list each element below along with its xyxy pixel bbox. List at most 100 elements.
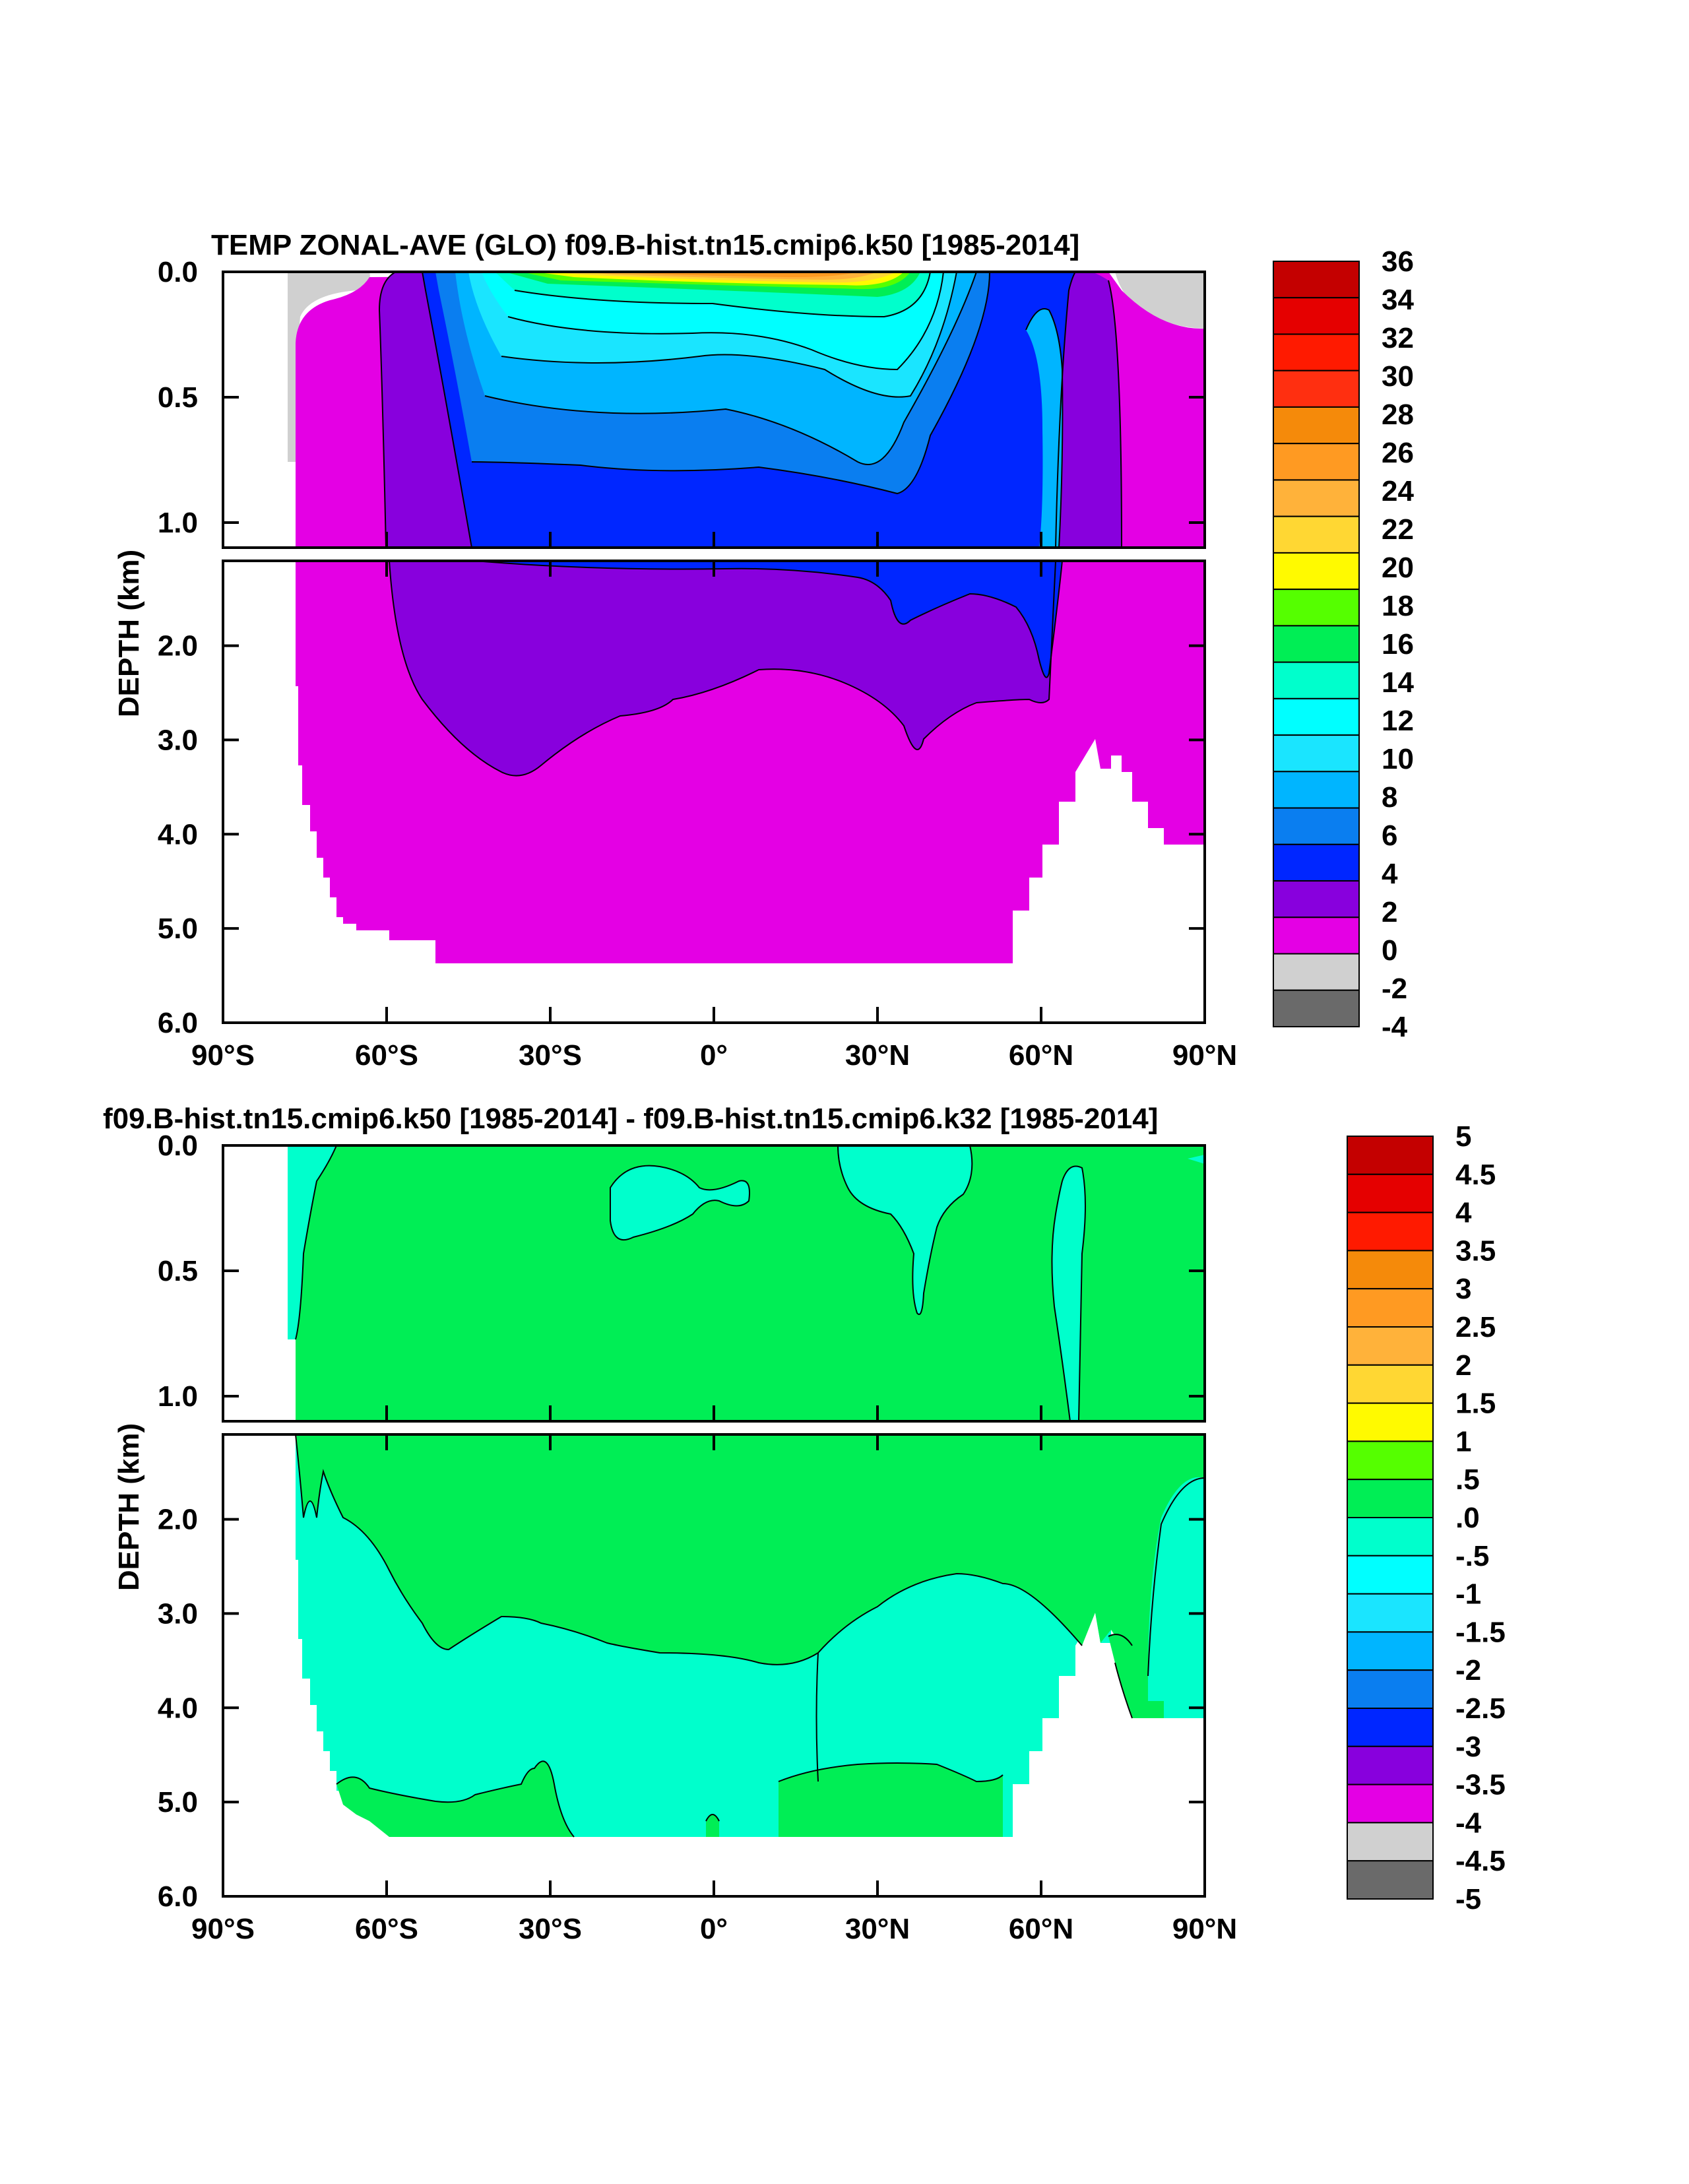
x-tick-label: 90°N <box>1172 1913 1237 1945</box>
colorbar-box <box>1347 1593 1434 1633</box>
colorbar-box <box>1273 989 1360 1028</box>
colorbar-label: -4 <box>1382 1011 1408 1043</box>
colorbar-box <box>1273 443 1360 481</box>
colorbar-label: 5 <box>1455 1120 1471 1153</box>
x-tick-label: 90°S <box>191 1913 255 1945</box>
band-neg0.5-0-edge <box>1188 1155 1205 1164</box>
x-tick-label: 90°N <box>1172 1039 1237 1072</box>
y-tick-label: 0.0 <box>158 1130 198 1162</box>
colorbar-box <box>1347 1517 1434 1557</box>
chart-1-colorbar-boxes <box>1273 261 1360 1028</box>
colorbar-label: 12 <box>1382 705 1414 737</box>
colorbar-label: -1.5 <box>1455 1616 1506 1648</box>
colorbar-box <box>1347 1250 1434 1290</box>
colorbar-box <box>1347 1631 1434 1671</box>
colorbar-label: 32 <box>1382 322 1414 354</box>
colorbar-label: 16 <box>1382 628 1414 660</box>
y-tick-label: 6.0 <box>158 1880 198 1913</box>
chart-1-upper-field <box>223 272 1205 548</box>
ice-region-north <box>1115 272 1205 329</box>
colorbar-label: 28 <box>1382 399 1414 431</box>
colorbar-box <box>1273 953 1360 991</box>
y-tick-label: 2.0 <box>158 630 198 662</box>
colorbar-label: 4 <box>1455 1197 1472 1229</box>
colorbar-box <box>1273 515 1360 554</box>
colorbar-box <box>1347 1669 1434 1709</box>
contour-lines <box>295 1145 1086 1421</box>
colorbar-label: 26 <box>1382 437 1414 469</box>
colorbar-label: 22 <box>1382 513 1414 546</box>
band-4-6 <box>475 561 1062 678</box>
y-tick-label: 6.0 <box>158 1007 198 1039</box>
y-tick-label: 1.0 <box>158 507 198 539</box>
colorbar-label: 4 <box>1382 858 1398 890</box>
band-0-0.5-north-shelf <box>1148 1478 1205 1718</box>
y-tick-label: 0.5 <box>158 381 198 414</box>
chart-2-title: f09.B-hist.tn15.cmip6.k50 [1985-2014] - … <box>103 1103 1158 1135</box>
colorbar-label: .5 <box>1455 1463 1480 1496</box>
x-tick-label: 0° <box>700 1913 728 1945</box>
chart-2-colorbar-labels: 54.543.532.521.51.5.0-.5-1-1.5-2-2.5-3-3… <box>1455 1120 1506 1915</box>
colorbar-box <box>1347 1402 1434 1442</box>
colorbar-label: 3 <box>1455 1273 1471 1305</box>
colorbar-box <box>1347 1173 1434 1213</box>
colorbar-box <box>1347 1136 1434 1175</box>
colorbar-label: 2 <box>1455 1349 1471 1382</box>
colorbar-label: -2.5 <box>1455 1692 1506 1725</box>
chart-2-lower-field <box>223 1434 1205 1896</box>
colorbar-box <box>1347 1822 1434 1862</box>
chart-1-title: TEMP ZONAL-AVE (GLO) f09.B-hist.tn15.cmi… <box>211 229 1079 261</box>
chart-2-ticks: 90°S 60°S 30°S 0° 30°N 60°N 90°N 0.0 0.5 1.0 2.0 3.… <box>158 1130 1237 1945</box>
y-tick-label: 4.0 <box>158 818 198 851</box>
colorbar-box <box>1347 1288 1434 1328</box>
colorbar-box <box>1347 1364 1434 1404</box>
colorbar-label: -5 <box>1455 1883 1481 1915</box>
colorbar-label: 24 <box>1382 475 1414 507</box>
colorbar-label: 10 <box>1382 743 1414 775</box>
colorbar-label: -.5 <box>1455 1540 1489 1572</box>
colorbar-box <box>1347 1440 1434 1481</box>
band-6-8 <box>1026 309 1063 548</box>
y-tick-label: 0.0 <box>158 256 198 288</box>
colorbar-label: 20 <box>1382 552 1414 584</box>
chart-1-ylabel: DEPTH (km) <box>113 550 145 717</box>
colorbar-box <box>1347 1783 1434 1824</box>
colorbar-box <box>1273 807 1360 845</box>
x-tick-label: 90°S <box>191 1039 255 1072</box>
colorbar-box <box>1273 843 1360 882</box>
y-tick-label: 4.0 <box>158 1692 198 1724</box>
x-tick-label: 60°S <box>355 1913 418 1945</box>
y-tick-label: 2.0 <box>158 1504 198 1536</box>
x-tick-label: 30°N <box>845 1039 910 1072</box>
chart-2-colorbar-boxes <box>1347 1136 1434 1900</box>
colorbar-box <box>1347 1211 1434 1252</box>
chart-1-ticks: 90°S 60°S 30°S 0° 30°N 60°N 90°N 0.0 0.5 1.0 2.0 3.… <box>158 256 1237 1072</box>
colorbar-box <box>1273 697 1360 736</box>
colorbar-box <box>1347 1479 1434 1518</box>
colorbar-box <box>1273 406 1360 445</box>
colorbar-label: 6 <box>1382 819 1397 852</box>
colorbar-label: 0 <box>1382 934 1397 967</box>
colorbar-label: 30 <box>1382 360 1414 393</box>
y-tick-label: 3.0 <box>158 1597 198 1630</box>
colorbar-box <box>1273 261 1360 299</box>
band-0-0.5-bottom-2 <box>779 1763 1003 1837</box>
band-0-0.5 <box>288 1145 1205 1421</box>
colorbar-label: 4.5 <box>1455 1159 1496 1191</box>
colorbar-label: -4 <box>1455 1807 1482 1839</box>
y-tick-label: 5.0 <box>158 913 198 945</box>
colorbar-box <box>1273 661 1360 699</box>
colorbar-label: 2 <box>1382 896 1397 928</box>
chart-2-upper-field <box>223 1145 1205 1421</box>
colorbar-box <box>1273 880 1360 918</box>
y-tick-label: 3.0 <box>158 724 198 756</box>
chart-1-lower-field <box>223 561 1205 1023</box>
colorbar-label: 18 <box>1382 590 1414 622</box>
y-tick-label: 1.0 <box>158 1380 198 1413</box>
colorbar-box <box>1273 734 1360 773</box>
x-tick-label: 30°S <box>519 1039 582 1072</box>
colorbar-label: 34 <box>1382 284 1414 316</box>
colorbar-box <box>1347 1860 1434 1900</box>
